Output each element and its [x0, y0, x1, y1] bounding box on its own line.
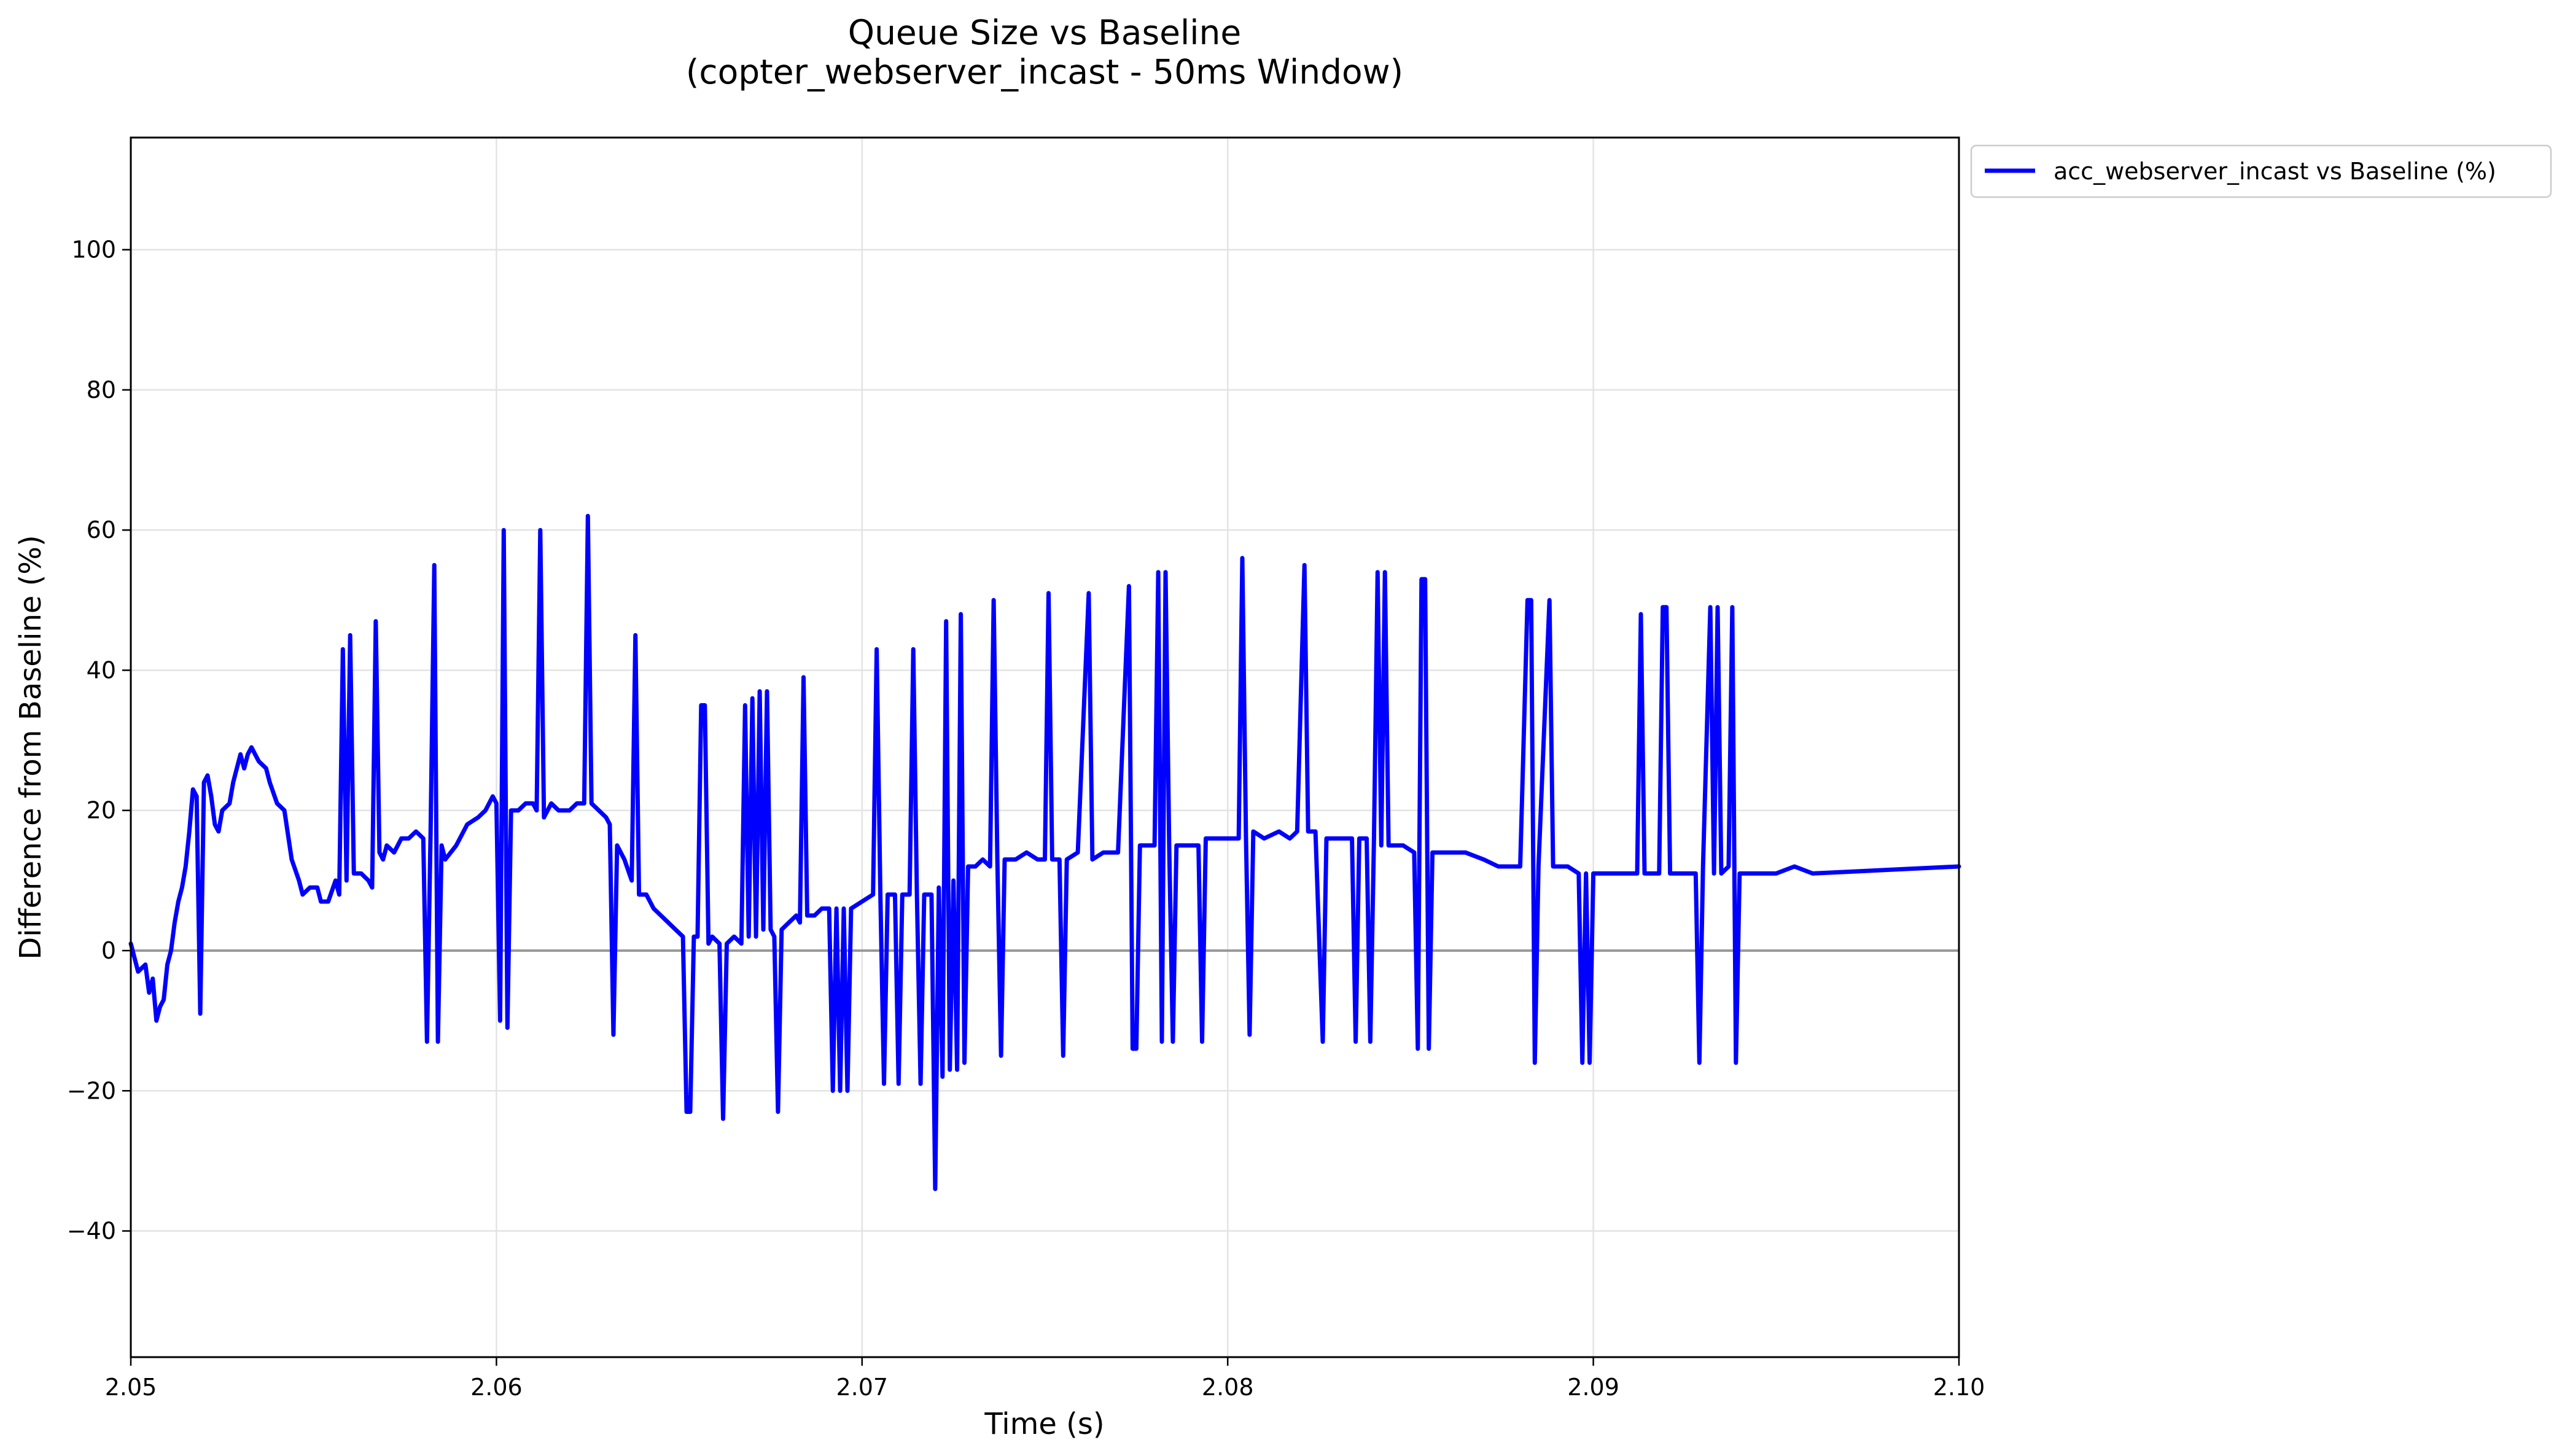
- chart-subtitle: (copter_webserver_incast - 50ms Window): [686, 52, 1403, 91]
- y-tick-label: 0: [101, 937, 116, 964]
- y-tick-label: 40: [87, 656, 116, 683]
- x-tick-label: 2.05: [105, 1374, 157, 1401]
- legend: acc_webserver_incast vs Baseline (%): [1970, 144, 2552, 198]
- y-tick-label: −20: [67, 1077, 116, 1104]
- x-axis-label: Time (s): [984, 1407, 1104, 1441]
- legend-label: acc_webserver_incast vs Baseline (%): [2054, 158, 2496, 185]
- x-tick-label: 2.10: [1933, 1374, 1985, 1401]
- x-tick-label: 2.07: [836, 1374, 888, 1401]
- plot-area-frame: [130, 136, 1960, 1358]
- chart-title: Queue Size vs Baseline: [848, 13, 1241, 52]
- x-tick-label: 2.08: [1202, 1374, 1254, 1401]
- y-axis-ticks: −40 −20 0 20 40 60 80 100: [67, 236, 131, 1245]
- y-tick-label: 60: [87, 516, 116, 543]
- y-tick-label: 80: [87, 376, 116, 403]
- y-tick-label: −40: [67, 1218, 116, 1245]
- legend-box: [1970, 144, 2552, 198]
- series-line-0: [128, 513, 1961, 1191]
- series-layer: [128, 513, 1961, 1191]
- x-tick-label: 2.09: [1567, 1374, 1619, 1401]
- x-axis-ticks: 2.05 2.06 2.07 2.08 2.09 2.10: [105, 1357, 1985, 1401]
- y-tick-label: 20: [87, 797, 116, 824]
- y-tick-label: 100: [71, 236, 116, 263]
- y-axis-label: Difference from Baseline (%): [14, 535, 48, 960]
- x-tick-label: 2.06: [470, 1374, 523, 1401]
